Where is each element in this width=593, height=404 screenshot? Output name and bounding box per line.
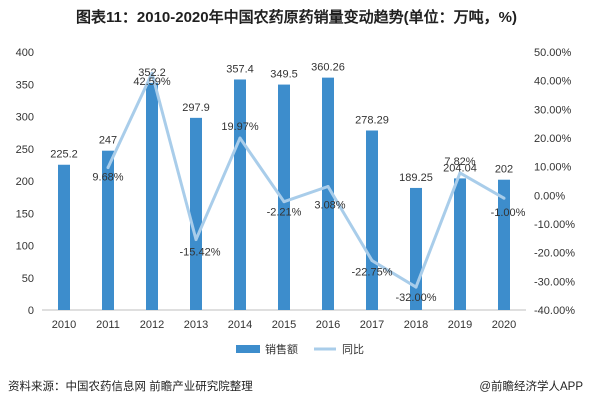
x-tick-label: 2012	[140, 319, 164, 331]
yoy-line	[106, 71, 505, 289]
x-tick-label: 2015	[272, 319, 296, 331]
left-tick-label: 400	[16, 47, 34, 59]
left-tick-label: 50	[22, 273, 34, 285]
right-tick-label: 0.00%	[534, 190, 565, 202]
line-point	[414, 285, 418, 289]
x-tick-label: 2014	[228, 319, 252, 331]
left-tick-label: 200	[16, 176, 34, 188]
bar-value-label: 297.9	[182, 102, 210, 114]
line-value-label: 19.97%	[221, 121, 259, 133]
x-tick-label: 2013	[184, 319, 208, 331]
line-value-label: 9.68%	[92, 172, 123, 184]
bar	[278, 84, 290, 310]
x-tick-label: 2020	[492, 319, 516, 331]
line-value-label: 42.59%	[133, 76, 171, 88]
left-tick-label: 150	[16, 208, 34, 220]
line-layer	[106, 71, 506, 289]
x-tick-label: 2016	[316, 319, 340, 331]
bar-value-label: 202	[495, 164, 513, 176]
line-value-label: -15.42%	[180, 247, 221, 259]
bar-value-label: 247	[99, 135, 117, 147]
x-tick-label: 2010	[52, 319, 76, 331]
bar	[102, 150, 114, 310]
left-tick-label: 350	[16, 79, 34, 91]
left-tick-label: 250	[16, 144, 34, 156]
legend-bar-label: 销售额	[265, 342, 298, 356]
bar	[146, 82, 158, 311]
bar-value-label: 352.2	[138, 67, 166, 79]
right-tick-label: 30.00%	[534, 104, 572, 116]
line-point	[282, 200, 286, 204]
left-tick-label: 100	[16, 241, 34, 253]
chart-area: 0 50 100 150 200 250 300 350 400 -40.00% -30.00% -2…	[16, 47, 576, 356]
legend-line-label: 同比	[342, 343, 364, 356]
line-point	[370, 259, 374, 263]
bar	[234, 79, 246, 311]
brand-credit: @前瞻经济学人APP	[479, 381, 583, 393]
labels-layer: 225.2 247 352.2 297.9 357.4 349.5 360.26 278.29…	[50, 62, 525, 304]
bar	[58, 164, 70, 310]
line-point	[106, 166, 110, 170]
right-tick-label: -40.00%	[534, 305, 575, 317]
right-tick-label: -10.00%	[534, 219, 575, 231]
line-point	[194, 238, 198, 242]
bar-value-label: 349.5	[270, 69, 298, 81]
chart-title: 图表11：2010-2020年中国农药原药销量变动趋势(单位：万吨，%)	[76, 9, 517, 26]
line-point	[458, 171, 462, 175]
bar	[454, 178, 466, 310]
legend: 销售额 同比	[236, 342, 364, 356]
line-value-label: -32.00%	[396, 292, 437, 304]
bar-value-label: 360.26	[311, 62, 345, 74]
left-tick-label: 0	[28, 305, 34, 317]
x-tick-label: 2019	[448, 319, 472, 331]
bars-layer	[58, 77, 510, 311]
x-tick-label: 2018	[404, 319, 428, 331]
left-tick-label: 300	[16, 112, 34, 124]
bar-value-label: 225.2	[50, 149, 78, 161]
bar	[322, 77, 334, 311]
legend-bar-swatch	[236, 345, 260, 353]
line-value-label: -22.75%	[352, 267, 393, 279]
line-value-label: -2.21%	[267, 207, 302, 219]
line-point	[238, 136, 242, 140]
line-point	[150, 71, 154, 75]
x-tick-label: 2011	[96, 319, 120, 331]
right-tick-label: 10.00%	[534, 162, 572, 174]
right-tick-label: 50.00%	[534, 47, 572, 59]
bar-value-label: 278.29	[355, 115, 389, 127]
source-note: 资料来源：中国农药信息网 前瞻产业研究院整理	[8, 381, 253, 393]
line-point	[502, 196, 506, 200]
line-point	[326, 185, 330, 189]
bar-value-label: 357.4	[226, 63, 254, 75]
bar-value-label: 189.25	[399, 172, 433, 184]
line-value-label: 7.82%	[444, 156, 475, 168]
bar	[366, 130, 378, 310]
right-tick-label: 40.00%	[534, 76, 572, 88]
footer: 资料来源：中国农药信息网 前瞻产业研究院整理 @前瞻经济学人APP	[0, 374, 593, 404]
right-tick-label: 20.00%	[534, 133, 572, 145]
right-tick-label: -30.00%	[534, 276, 575, 288]
line-value-label: -1.00%	[491, 207, 526, 219]
bar	[498, 179, 510, 310]
x-tick-label: 2017	[360, 319, 384, 331]
axes-layer: 0 50 100 150 200 250 300 350 400 -40.00% -30.00% -2…	[16, 47, 576, 331]
line-value-label: 3.08%	[314, 200, 345, 212]
bar-value-label: 204.04	[443, 162, 477, 174]
bar	[190, 117, 202, 311]
right-tick-label: -20.00%	[534, 248, 575, 260]
